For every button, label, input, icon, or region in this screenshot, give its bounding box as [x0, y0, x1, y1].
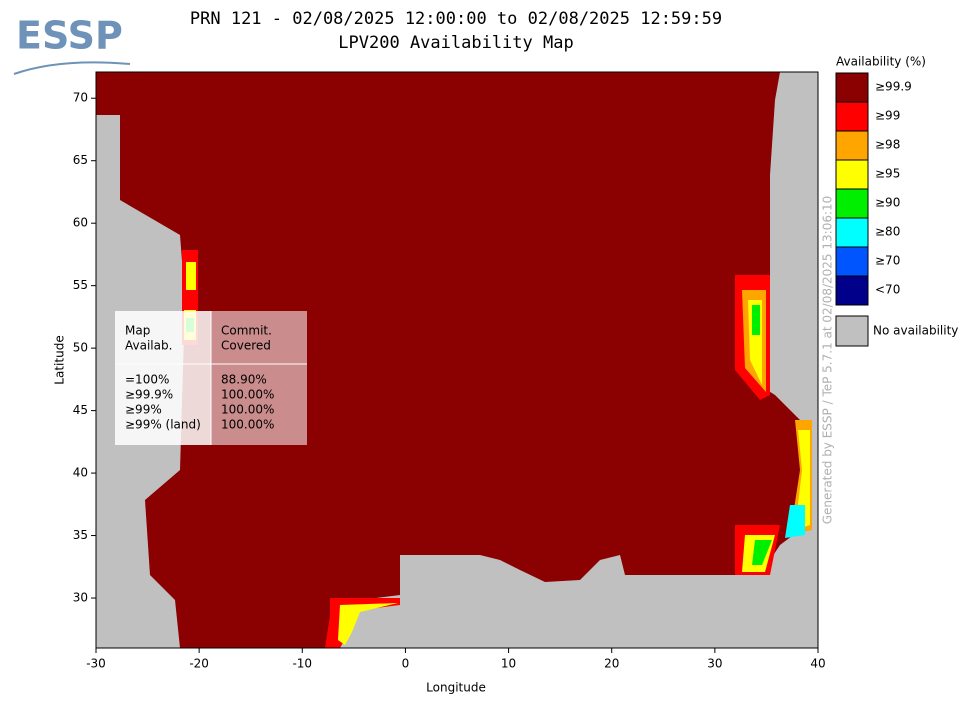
legend-label: No availability	[873, 324, 958, 338]
legend-label: ≥98	[875, 138, 900, 152]
table-cell-text: 88.90%	[221, 373, 267, 387]
y-tick-label: 40	[73, 466, 88, 480]
legend-swatch	[835, 217, 869, 248]
x-tick-label: 0	[402, 657, 410, 671]
table-cell-text: 100.00%	[221, 403, 274, 417]
table-cell-text: 100.00%	[221, 388, 274, 402]
x-tick-label: -20	[189, 657, 209, 671]
y-axis-label: Latitude	[53, 335, 67, 384]
y-tick-label: 60	[73, 216, 88, 230]
subtitle: LPV200 Availability Map	[338, 33, 573, 53]
logo-swoosh	[13, 61, 131, 75]
coverage-edge	[752, 305, 760, 335]
y-tick-label: 35	[73, 528, 88, 542]
logo: ESSP	[16, 14, 123, 58]
credit: Generated by ESSP / TeP 5.7.1 at 02/08/2…	[821, 196, 835, 525]
table-header: Availab.	[125, 339, 172, 353]
legend-label: ≥70	[875, 254, 900, 268]
table-cell	[211, 311, 307, 445]
legend: ≥99.9 ≥99 ≥98 ≥95 ≥90 ≥80 ≥70 <70 No availabilit…	[835, 72, 958, 347]
legend-swatch	[835, 275, 869, 306]
y-tick-label: 55	[73, 278, 88, 292]
x-tick-label: -30	[86, 657, 106, 671]
legend-label: ≥99.9	[875, 80, 912, 94]
legend-label: ≥90	[875, 196, 900, 210]
coverage-edge	[785, 505, 805, 538]
coverage-edge	[186, 262, 196, 290]
legend-swatch	[835, 315, 869, 347]
map-coverage	[96, 72, 812, 648]
legend-label: ≥95	[875, 167, 900, 181]
coverage-edge	[338, 603, 398, 645]
legend-swatch	[835, 130, 869, 161]
x-tick-label: -10	[292, 657, 312, 671]
table-cell-text: ≥99% (land)	[125, 418, 201, 432]
y-tick-label: 65	[73, 153, 88, 167]
legend-swatch	[835, 101, 869, 132]
y-tick-label: 50	[73, 341, 88, 355]
legend-swatch	[835, 246, 869, 277]
map-frame	[95, 71, 819, 649]
y-tick-label: 45	[73, 403, 88, 417]
title: PRN 121 - 02/08/2025 12:00:00 to 02/08/2…	[190, 9, 722, 29]
x-tick-label: 30	[707, 657, 722, 671]
x-axis-label: Longitude	[426, 681, 486, 695]
table-cell	[115, 311, 211, 445]
table-header: Covered	[221, 339, 271, 353]
legend-label: ≥80	[875, 225, 900, 239]
legend-label: <70	[875, 283, 900, 297]
x-tick-label: 20	[604, 657, 619, 671]
legend-label: ≥99	[875, 109, 900, 123]
x-tick-label: 10	[501, 657, 516, 671]
y-tick-label: 30	[73, 591, 88, 605]
legend-swatch	[835, 159, 869, 190]
legend-title: Availability (%)	[836, 55, 926, 69]
table-header: Commit.	[221, 324, 272, 338]
coverage-edge	[752, 540, 772, 565]
table-cell-text: ≥99.9%	[125, 388, 173, 402]
table-cell-text: 100.00%	[221, 418, 274, 432]
y-tick-label: 70	[73, 91, 88, 105]
legend-swatch	[835, 72, 869, 103]
table-cell-text: =100%	[125, 373, 169, 387]
coverage-area	[96, 72, 805, 648]
legend-swatch	[835, 188, 869, 219]
x-tick-label: 40	[810, 657, 825, 671]
table-header: Map	[125, 324, 150, 338]
table-cell-text: ≥99%	[125, 403, 162, 417]
